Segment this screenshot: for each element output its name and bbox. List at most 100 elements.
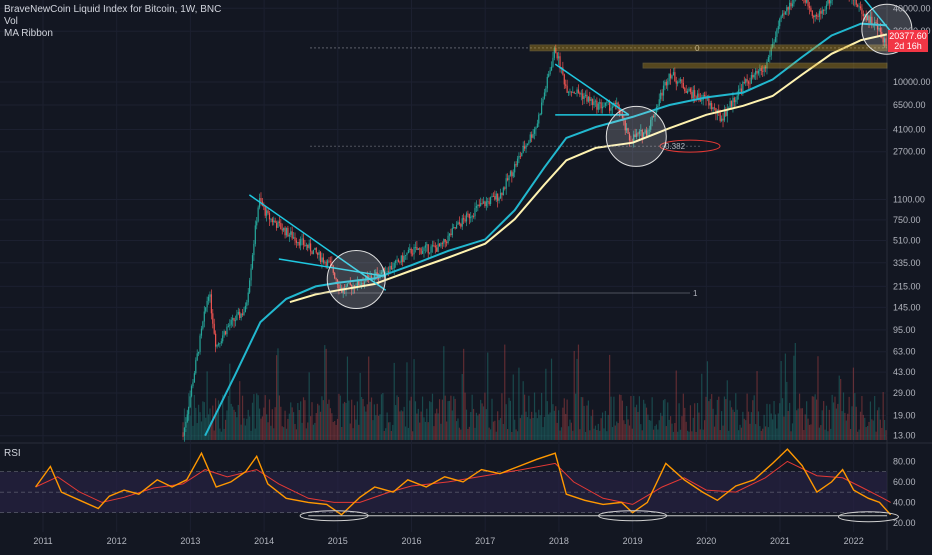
volume-bar <box>756 371 757 440</box>
volume-bar <box>460 430 461 440</box>
volume-bar <box>727 380 728 440</box>
candle-body <box>476 206 477 208</box>
volume-bar <box>705 397 706 440</box>
volume-bar <box>542 427 543 440</box>
candle-body <box>542 99 543 103</box>
volume-bar <box>426 409 427 440</box>
candle-body <box>321 257 322 261</box>
volume-bar <box>657 429 658 440</box>
volume-bar <box>608 415 609 440</box>
volume-bar <box>445 396 446 440</box>
volume-bar <box>734 412 735 440</box>
volume-bar <box>584 406 585 440</box>
candle-body <box>184 428 185 436</box>
candle-body <box>507 178 508 180</box>
candle-body <box>197 353 198 360</box>
candle-body <box>297 242 298 243</box>
candle-body <box>320 252 321 262</box>
candle-body <box>807 0 808 6</box>
volume-bar <box>661 416 662 440</box>
volume-bar <box>411 397 412 440</box>
candle-body <box>489 201 490 204</box>
volume-bar <box>398 397 399 440</box>
volume-bar <box>724 396 725 440</box>
volume-bar <box>401 410 402 440</box>
volume-bar <box>215 398 216 440</box>
candle-body <box>401 255 402 262</box>
volume-bar <box>695 432 696 440</box>
y-tick-label: 2700.00 <box>893 147 926 157</box>
volume-bar <box>822 410 823 440</box>
volume-bar <box>738 430 739 440</box>
volume-bar <box>639 396 640 440</box>
volume-bar <box>241 425 242 440</box>
x-tick-label: 2018 <box>549 536 569 546</box>
volume-bar <box>875 432 876 440</box>
candle-body <box>861 8 862 14</box>
rsi-indicator-label[interactable]: RSI <box>4 448 21 459</box>
volume-bar <box>521 415 522 440</box>
volume-bar <box>419 423 420 440</box>
volume-bar <box>683 394 684 440</box>
candle-body <box>695 97 696 98</box>
candle-body <box>311 252 312 255</box>
candle-body <box>680 79 681 81</box>
volume-bar <box>326 349 327 440</box>
volume-bar <box>493 422 494 440</box>
volume-bar <box>742 412 743 440</box>
candle-body <box>530 134 531 141</box>
volume-bar <box>477 416 478 440</box>
volume-bar <box>378 416 379 440</box>
volume-bar <box>520 418 521 440</box>
volume-bar <box>474 428 475 440</box>
volume-bar <box>374 404 375 440</box>
volume-bar <box>462 374 463 440</box>
volume-bar <box>235 412 236 440</box>
volume-bar <box>644 404 645 440</box>
candle-body <box>778 26 779 29</box>
volume-bar <box>659 420 660 440</box>
volume-bar <box>534 393 535 440</box>
volume-bar <box>632 429 633 440</box>
volume-bar <box>463 349 464 440</box>
y-tick-label: 215.00 <box>893 281 921 291</box>
candle-body <box>734 98 735 102</box>
volume-bar <box>515 429 516 440</box>
symbol-title[interactable]: BraveNewCoin Liquid Index for Bitcoin, 1… <box>4 4 221 16</box>
candle-body <box>748 82 749 84</box>
volume-bar <box>396 395 397 440</box>
ma-ribbon-indicator-label[interactable]: MA Ribbon <box>4 28 221 40</box>
volume-bar <box>395 405 396 440</box>
candle-body <box>569 91 570 92</box>
candle-body <box>419 248 420 249</box>
volume-bar <box>820 425 821 440</box>
volume-bar <box>817 356 818 440</box>
candle-body <box>229 325 230 326</box>
candle-body <box>473 216 474 217</box>
x-tick-label: 2011 <box>33 536 52 546</box>
candle-body <box>194 373 195 382</box>
candle-body <box>547 77 548 88</box>
candle-body <box>660 93 661 100</box>
candle-body <box>599 102 600 103</box>
resistance-zone-top <box>530 45 887 51</box>
volume-indicator-label[interactable]: Vol <box>4 16 221 28</box>
volume-bar <box>829 410 830 440</box>
volume-bar <box>841 411 842 440</box>
rsi-tick-label: 40.00 <box>893 497 916 507</box>
candle-body <box>313 250 314 254</box>
candle-body <box>310 243 311 251</box>
volume-bar <box>225 420 226 440</box>
volume-bar <box>459 428 460 440</box>
volume-bar <box>619 395 620 440</box>
candle-body <box>724 111 725 121</box>
volume-bar <box>715 415 716 440</box>
volume-bar <box>670 416 671 440</box>
volume-bar <box>589 430 590 440</box>
volume-bar <box>755 424 756 440</box>
candle-body <box>241 314 242 318</box>
volume-bar <box>221 432 222 440</box>
volume-bar <box>252 403 253 440</box>
